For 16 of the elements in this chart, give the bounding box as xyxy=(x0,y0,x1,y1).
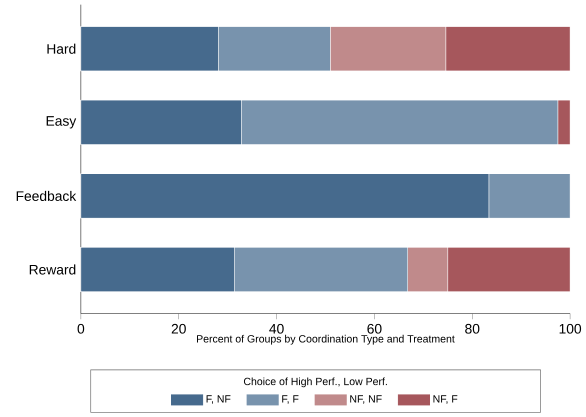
x-tick-label: 60 xyxy=(367,324,382,334)
legend-label: F, NF xyxy=(206,395,230,404)
legend-label: F, F xyxy=(282,395,298,404)
y-tick-label: Feedback xyxy=(16,190,76,201)
y-tick-label: Easy xyxy=(46,116,76,128)
x-axis-title: Percent of Groups by Coordination Type and Treatment xyxy=(197,334,455,345)
x-tick-label: 0 xyxy=(78,324,84,334)
legend-label: NF, NF xyxy=(350,395,382,404)
x-tick-label: 80 xyxy=(465,324,480,334)
x-tick-label: 100 xyxy=(560,324,582,334)
x-tick-label: 40 xyxy=(269,324,284,334)
legend-title: Choice of High Perf., Low Perf. xyxy=(244,377,387,388)
x-tick-label: 20 xyxy=(172,324,186,334)
y-tick-label: Reward xyxy=(30,264,76,274)
legend-label: NF, F xyxy=(433,395,458,404)
y-tick-label: Hard xyxy=(47,44,76,54)
